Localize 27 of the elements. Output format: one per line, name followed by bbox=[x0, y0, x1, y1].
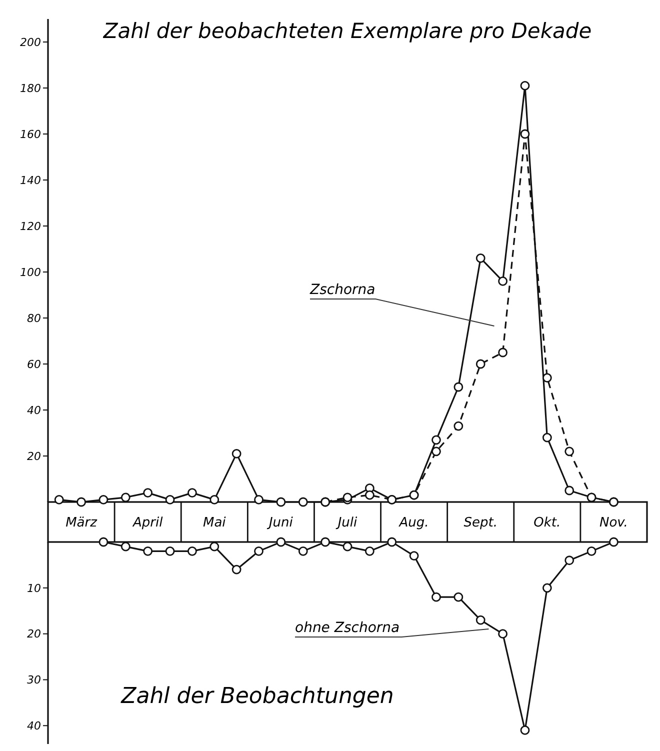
x-tick-label: März bbox=[66, 516, 98, 531]
y-tick-label: 60 bbox=[27, 358, 41, 371]
y-tick-label: 160 bbox=[20, 128, 41, 141]
y-tick-label: 200 bbox=[20, 36, 41, 49]
x-tick-label: Juni bbox=[266, 516, 294, 531]
y-tick-label: 10 bbox=[27, 582, 41, 595]
x-tick-label: Sept. bbox=[464, 516, 498, 531]
y-tick-label: 40 bbox=[27, 719, 41, 732]
y-tick-label: 140 bbox=[20, 174, 41, 187]
x-tick-label: Juli bbox=[334, 516, 358, 531]
y-tick-label: 120 bbox=[20, 220, 41, 233]
y-tick-label: 100 bbox=[20, 266, 41, 279]
x-tick-label: Mai bbox=[202, 516, 226, 531]
annotation: ohne Zschorna bbox=[295, 620, 400, 636]
x-tick-label: April bbox=[132, 516, 164, 531]
annotation: Zschorna bbox=[309, 282, 376, 298]
y-tick-label: 20 bbox=[27, 628, 41, 641]
y-tick-label: 30 bbox=[27, 674, 41, 687]
y-tick-label: 40 bbox=[27, 404, 41, 417]
text: Zahl der Beobachtungen bbox=[120, 684, 394, 709]
x-tick-label: Aug. bbox=[398, 516, 429, 531]
y-tick-label: 180 bbox=[20, 82, 41, 95]
x-tick-label: Okt. bbox=[534, 516, 561, 531]
y-tick-label: 80 bbox=[27, 312, 41, 325]
y-tick-label: 20 bbox=[27, 450, 41, 463]
chart-title: Zahl der beobachteten Exemplare pro Dekade bbox=[102, 19, 592, 43]
x-tick-label: Nov. bbox=[599, 516, 628, 531]
